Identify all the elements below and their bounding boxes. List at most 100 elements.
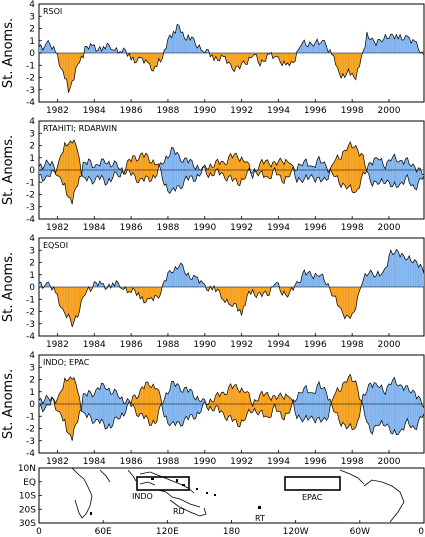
fill-segment: [66, 144, 69, 198]
fill-segment: [302, 387, 305, 422]
fill-segment: [182, 387, 185, 426]
fill-segment: [195, 276, 198, 287]
fill-segment: [92, 167, 95, 185]
fill-segment: [90, 43, 93, 53]
fill-segment: [169, 35, 172, 53]
map-y-tick-label: 10S: [19, 492, 36, 502]
fill-segment: [398, 384, 401, 435]
fill-segment: [403, 385, 406, 431]
fill-segment: [184, 387, 187, 419]
fill-segment: [142, 287, 144, 303]
fill-segment: [263, 287, 266, 293]
fill-segment: [241, 53, 244, 64]
y-tick-label: 4: [29, 351, 35, 361]
fill-segment: [186, 157, 189, 181]
fill-segment: [341, 383, 343, 427]
fill-segment: [219, 392, 222, 413]
fill-segment: [180, 32, 183, 53]
fill-segment: [97, 387, 100, 424]
fill-segment: [372, 382, 375, 435]
fill-segment: [147, 381, 150, 426]
coastlines: [71, 467, 405, 523]
fill-segment: [350, 141, 353, 192]
fill-segment: [411, 163, 413, 186]
x-tick-label: 1992: [230, 106, 253, 116]
fill-segment: [83, 287, 86, 297]
fill-segment: [420, 398, 423, 418]
fill-segment: [370, 37, 373, 53]
fill-segment: [156, 287, 159, 299]
x-tick-label: 2000: [378, 340, 401, 350]
fill-segment: [169, 147, 172, 194]
fill-segment: [366, 273, 369, 287]
fill-segment: [389, 159, 391, 187]
fill-segment: [313, 393, 316, 423]
fill-segment: [171, 147, 174, 191]
fill-segment: [341, 151, 343, 188]
fill-segment: [109, 44, 111, 53]
series-line-1: [38, 376, 425, 441]
fill-segment: [186, 387, 189, 420]
y-tick-label: 2: [29, 376, 35, 386]
x-ticks: 1982 1984 1986 1988 1990 1992 1994 1996 1998 2000: [46, 333, 401, 350]
fill-segment: [110, 49, 113, 53]
panel-4: 4 3 2 1 0 -1 -2 -3 -4 1982 1984 1986 1988 1990 1992 199…: [1, 351, 425, 467]
fill-segment: [285, 53, 288, 65]
fill-segment: [306, 45, 308, 53]
fill-segment: [363, 394, 366, 417]
map-y-tick-label: EQ: [23, 478, 36, 488]
fill-segment: [160, 53, 163, 63]
y-tick-label: -4: [26, 332, 35, 342]
fill-segment: [409, 391, 412, 428]
map-x-tick-label: 0: [418, 527, 424, 537]
y-tick-label: -1: [26, 61, 35, 71]
fill-segment: [335, 287, 338, 306]
fill-segment: [407, 255, 410, 287]
fill-segment: [68, 376, 71, 435]
fill-segment: [223, 392, 226, 419]
region-map: INDO RD RT EPAC 10N EQ 10S 20S 30S 0 60E 120E 1…: [18, 464, 425, 537]
fill-segment: [215, 53, 218, 61]
y-tick-label: -2: [26, 191, 35, 201]
x-tick-label: 1982: [46, 106, 69, 116]
fill-segment: [320, 388, 323, 423]
y-tick-label: 1: [29, 37, 35, 47]
x-tick-label: 1996: [304, 223, 327, 233]
fill-segment: [317, 39, 319, 53]
fill-segment: [306, 385, 308, 421]
fill-segment: [182, 158, 185, 188]
fill-segment: [416, 261, 419, 287]
fill-segment: [140, 287, 143, 299]
fill-segment: [158, 287, 161, 299]
fill-segment: [134, 155, 137, 183]
fill-segment: [90, 392, 93, 424]
fill-segment: [239, 287, 242, 316]
fill-segment: [374, 382, 377, 427]
fill-segment: [319, 156, 321, 182]
fill-segment: [390, 157, 393, 187]
fill-segment: [315, 159, 318, 183]
fill-segment: [107, 387, 109, 429]
y-ticks: 4 3 2 1 0 -1 -2 -3 -4: [26, 117, 42, 225]
fill-segment: [348, 287, 351, 319]
fill-segment: [405, 259, 408, 287]
fill-segment: [322, 161, 325, 180]
x-tick-label: 1986: [120, 340, 143, 350]
fill-segment: [311, 44, 314, 53]
fill-segment: [392, 34, 395, 53]
fill-segment: [223, 287, 226, 303]
fill-segment: [48, 162, 51, 177]
fill-segment: [394, 34, 397, 53]
series-lines: [38, 23, 425, 93]
panel-title: RSOI: [43, 7, 62, 16]
fill-segment: [129, 287, 132, 293]
fill-segment: [317, 381, 319, 418]
anomaly-fills: [39, 139, 424, 205]
fill-segment: [344, 381, 347, 429]
fill-segment: [193, 166, 196, 182]
fill-segment: [337, 287, 340, 307]
fill-segment: [70, 140, 73, 205]
fill-segment: [59, 287, 62, 308]
fill-segment: [83, 393, 86, 414]
